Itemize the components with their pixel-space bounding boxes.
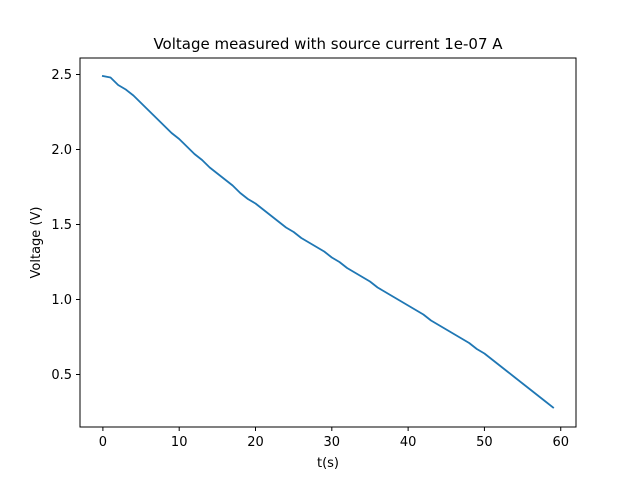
x-tick-label: 10 — [171, 435, 188, 450]
x-tick-label: 0 — [99, 435, 107, 450]
x-tick-label: 30 — [324, 435, 341, 450]
x-tick-label: 60 — [552, 435, 569, 450]
y-tick-label: 2.0 — [51, 143, 72, 158]
axes-frame — [79, 57, 577, 428]
chart-title: Voltage measured with source current 1e-… — [153, 35, 503, 53]
y-tick-label: 2.5 — [51, 68, 72, 83]
x-axis-label: t(s) — [317, 456, 339, 471]
x-tick-label: 20 — [247, 435, 264, 450]
series-line — [101, 74, 555, 409]
x-axis: 0 10 20 30 40 50 60 — [99, 427, 569, 450]
y-tick-label: 0.5 — [51, 368, 72, 383]
y-tick-label: 1.0 — [51, 293, 72, 308]
y-tick-label: 1.5 — [51, 218, 72, 233]
plot-area — [101, 74, 555, 409]
y-axis: 0.5 1.0 1.5 2.0 2.5 — [51, 68, 80, 383]
x-tick-label: 40 — [400, 435, 417, 450]
y-axis-label: Voltage (V) — [29, 207, 44, 279]
x-tick-label: 50 — [476, 435, 493, 450]
